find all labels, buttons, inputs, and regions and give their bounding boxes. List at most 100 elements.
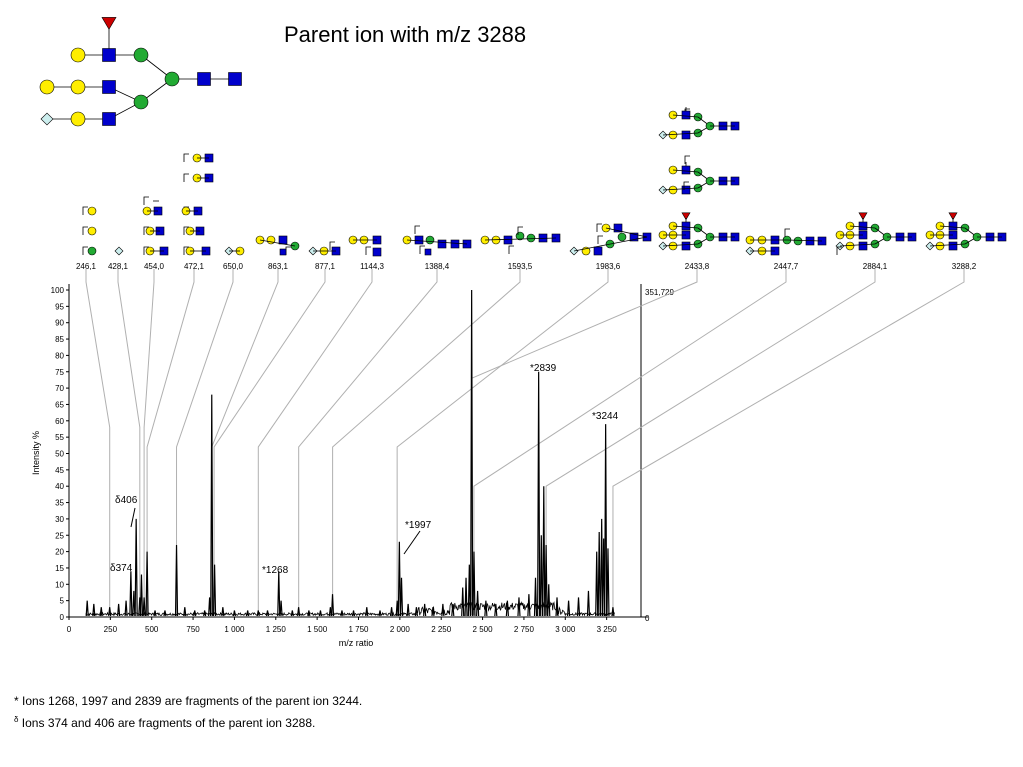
spectrum-peak: [441, 603, 445, 617]
fragment-structure-8: [402, 225, 472, 256]
glcnac-square-icon: [858, 241, 868, 251]
spectrum-peak: [539, 535, 543, 617]
fragment-cleavage-mark: [285, 246, 291, 255]
fragment-structure-1: [114, 246, 124, 256]
structure-mz-label: 1593,5: [508, 262, 533, 271]
glycosidic-bond: [839, 243, 876, 247]
galactose-circle-icon: [668, 130, 678, 140]
x-tick-label: 2 500: [473, 625, 494, 634]
spectrum-peak: [378, 610, 382, 617]
spectrum-peak: [365, 607, 369, 617]
x-tick-label: 1 000: [224, 625, 245, 634]
glcnac-square-icon: [858, 221, 868, 231]
galactose-circle-icon: [845, 241, 855, 251]
leader-line: [473, 269, 787, 615]
spectrum-peak: [399, 577, 404, 617]
spectrum-peak: [547, 584, 551, 617]
y-tick-label: 100: [51, 286, 65, 295]
spectrum-peak: [193, 610, 197, 617]
spectrum-peak: [431, 607, 435, 617]
leader-line: [213, 269, 326, 615]
footnote-mark: δ: [14, 715, 19, 724]
leader-line: [612, 269, 965, 615]
annotation-pointer: [130, 507, 136, 528]
fragment-cleavage-mark: [683, 181, 689, 190]
fragment-structure-12: [745, 228, 827, 256]
y-tick-label: 0: [60, 613, 65, 622]
peak-annotation: δ406: [115, 495, 138, 506]
structure-mz-label: 1144,3: [360, 262, 384, 271]
spectrum-peak: [340, 610, 344, 617]
leader-line: [396, 269, 609, 615]
glcnac-square-icon: [278, 235, 288, 245]
fragment-cleavage-mark: [419, 245, 425, 254]
mannose-circle-icon: [133, 47, 149, 63]
glcnac-square-icon: [681, 185, 691, 195]
spectrum-peak: [212, 564, 217, 617]
x-tick-label: 1 500: [307, 625, 328, 634]
galactose-circle-icon: [668, 241, 678, 251]
fucose-triangle-icon: [681, 212, 691, 221]
mannose-circle-icon: [164, 71, 180, 87]
spectrum-peak: [318, 610, 323, 617]
spectrum-peak: [527, 594, 531, 617]
glycosidic-bond: [672, 225, 699, 229]
spectrum-peak: [586, 590, 591, 617]
x-axis-label: m/z ratio: [339, 638, 374, 648]
spectrum-peak: [517, 597, 521, 617]
spectrum-peak: [389, 607, 394, 617]
glcnac-square-icon: [593, 246, 603, 256]
structure-mz-label: 2884,1: [863, 262, 888, 271]
fragment-cleavage-mark: [82, 206, 88, 215]
y-tick-label: 95: [55, 302, 64, 311]
leader-line: [545, 269, 876, 615]
x-tick-label: 250: [104, 625, 118, 634]
spectrum-peak: [542, 486, 546, 617]
fragment-cleavage-mark: [183, 226, 189, 235]
fragment-cleavage-mark: [414, 225, 420, 234]
y-tick-label: 60: [55, 417, 64, 426]
galactose-circle-icon: [266, 235, 276, 245]
spectrum-peak: [328, 607, 332, 617]
spectrum-peak: [132, 590, 136, 617]
glcnac-square-icon: [414, 235, 424, 245]
glycosidic-bond: [662, 132, 699, 136]
y-tick-label: 85: [55, 335, 64, 344]
footnote-text: Ions 374 and 406 are fragments of the pa…: [21, 716, 316, 730]
spectrum-peak: [472, 551, 476, 617]
galactose-circle-icon: [70, 111, 86, 127]
leader-lines: [85, 269, 965, 615]
spectrum-peak: [505, 600, 509, 617]
glcnac-square-icon: [681, 110, 691, 120]
spectrum-peak: [307, 610, 311, 617]
y-tick-label: 10: [55, 580, 64, 589]
fragment-structure-4: [224, 246, 245, 256]
spectrum-peak: [221, 607, 225, 617]
glycosidic-bond: [672, 114, 699, 118]
glycosidic-bond: [484, 237, 557, 241]
fragment-structure-6: [308, 241, 341, 256]
right-axis-top-label: 351,729: [645, 288, 674, 297]
y-tick-label: 80: [55, 351, 64, 360]
spectrum-peak: [265, 610, 270, 617]
spectrum-peak: [174, 545, 179, 617]
fragment-cleavage-mark: [836, 246, 842, 255]
right-axis-bottom-label: 0: [645, 614, 650, 623]
spectrum-peak: [153, 610, 157, 617]
x-tick-label: 0: [67, 625, 72, 634]
spectrum-peak: [611, 607, 615, 617]
mannose-circle-icon: [793, 236, 803, 246]
fragment-structure-2: [142, 196, 169, 256]
glcnac-square-icon: [948, 221, 958, 231]
fragment-cleavage-mark: [597, 235, 603, 244]
structure-mz-label: 863,1: [268, 262, 289, 271]
spectrum-peak: [351, 610, 356, 617]
spectrum-peak: [99, 607, 103, 617]
spectrum-peak: [467, 564, 471, 617]
fragment-cleavage-mark: [143, 226, 149, 235]
structure-mz-label: 1388,4: [425, 262, 450, 271]
glycosidic-bond: [849, 225, 876, 229]
y-tick-label: 70: [55, 384, 64, 393]
spectrum-peak: [476, 590, 480, 617]
